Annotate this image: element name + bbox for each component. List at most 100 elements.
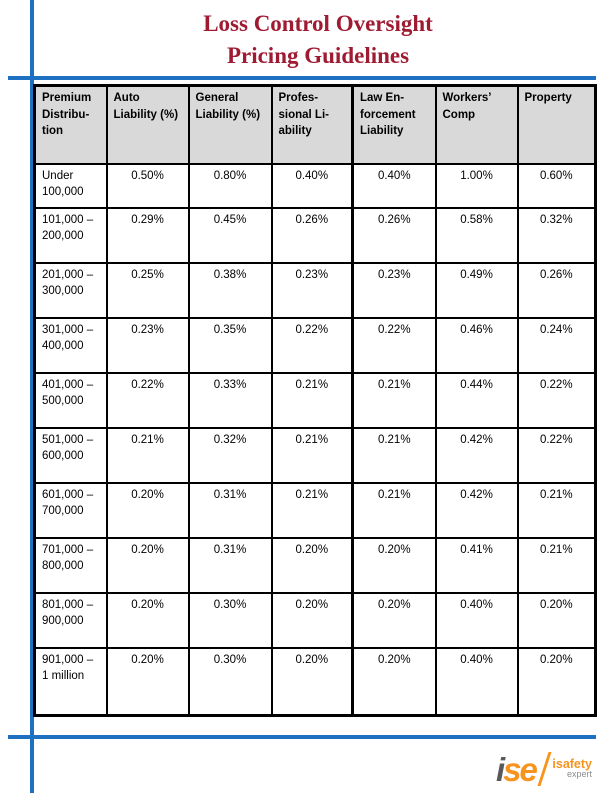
rate-cell: 0.30% [187, 591, 273, 649]
rate-cell: 0.40% [351, 162, 437, 209]
logo-name: isafety [552, 756, 592, 771]
rate-cell: 0.49% [434, 261, 519, 319]
rate-cell: 0.40% [434, 591, 519, 649]
rate-cell: 0.80% [187, 162, 273, 209]
rate-cell: 0.23% [270, 261, 354, 319]
premium-range-cell: 601,000 – 700,000 [33, 481, 108, 539]
column-header: Workers’ Comp [434, 84, 519, 165]
table-row: 901,000 – 1 million 0.20% 0.30% 0.20% 0.20% 0… [33, 646, 597, 717]
rate-cell: 0.29% [105, 206, 190, 264]
premium-range-cell: 501,000 – 600,000 [33, 426, 108, 484]
rate-cell: 0.35% [187, 316, 273, 374]
rate-cell: 0.20% [270, 536, 354, 594]
logo-mark: ise [496, 750, 538, 788]
table-row: 201,000 – 300,000 0.25% 0.38% 0.23% 0.23% 0.4… [33, 261, 597, 319]
rate-cell: 0.40% [434, 646, 519, 717]
rate-cell: 0.22% [516, 426, 597, 484]
top-divider-line [8, 76, 596, 80]
rate-cell: 0.20% [105, 591, 190, 649]
premium-range-cell: 101,000 – 200,000 [33, 206, 108, 264]
rate-cell: 0.21% [270, 371, 354, 429]
rate-cell: 0.30% [187, 646, 273, 717]
left-margin-line [30, 0, 34, 793]
rate-cell: 0.21% [351, 426, 437, 484]
rate-cell: 0.40% [270, 162, 354, 209]
rate-cell: 0.31% [187, 481, 273, 539]
premium-range-cell: 901,000 – 1 million [33, 646, 108, 717]
rate-cell: 0.26% [270, 206, 354, 264]
rate-cell: 0.21% [516, 481, 597, 539]
rate-cell: 0.20% [351, 591, 437, 649]
page-title-line1: Loss Control Oversight [203, 11, 433, 36]
premium-range-cell: 201,000 – 300,000 [33, 261, 108, 319]
rate-cell: 0.42% [434, 426, 519, 484]
rate-cell: 0.21% [351, 371, 437, 429]
column-header: Property [516, 84, 597, 165]
rate-cell: 0.20% [351, 646, 437, 717]
table-row: Under 100,000 0.50% 0.80% 0.40% 0.40% 1.00% 0.… [33, 162, 597, 209]
table-row: 801,000 – 900,000 0.20% 0.30% 0.20% 0.20% 0.4… [33, 591, 597, 649]
rate-cell: 0.22% [516, 371, 597, 429]
rate-cell: 0.26% [351, 206, 437, 264]
rate-cell: 0.20% [270, 591, 354, 649]
rate-cell: 0.26% [516, 261, 597, 319]
table-header-row: Premium Distribu- tion Auto Liability (%)… [33, 84, 597, 165]
premium-range-cell: 401,000 – 500,000 [33, 371, 108, 429]
premium-range-cell: 801,000 – 900,000 [33, 591, 108, 649]
rate-cell: 0.20% [105, 536, 190, 594]
rate-cell: 0.21% [270, 481, 354, 539]
column-header: Profes- sional Li- ability [270, 84, 354, 165]
logo-slash-icon [537, 752, 551, 786]
rate-cell: 0.20% [105, 481, 190, 539]
rate-cell: 0.50% [105, 162, 190, 209]
pricing-table: Premium Distribu- tion Auto Liability (%)… [33, 84, 597, 717]
ise-logo: ise isafety expert [496, 746, 592, 792]
rate-cell: 0.25% [105, 261, 190, 319]
rate-cell: 0.60% [516, 162, 597, 209]
rate-cell: 0.21% [516, 536, 597, 594]
column-header: Premium Distribu- tion [33, 84, 108, 165]
rate-cell: 0.23% [351, 261, 437, 319]
column-header: Auto Liability (%) [105, 84, 190, 165]
logo-tagline: expert [566, 769, 592, 780]
logo-wordmark: isafety expert [552, 756, 592, 781]
rate-cell: 0.22% [270, 316, 354, 374]
rate-cell: 0.38% [187, 261, 273, 319]
rate-cell: 0.44% [434, 371, 519, 429]
table-row: 601,000 – 700,000 0.20% 0.31% 0.21% 0.21% 0.4… [33, 481, 597, 539]
rate-cell: 0.32% [516, 206, 597, 264]
rate-cell: 0.20% [105, 646, 190, 717]
premium-range-cell: 301,000 – 400,000 [33, 316, 108, 374]
rate-cell: 0.22% [105, 371, 190, 429]
rate-cell: 0.23% [105, 316, 190, 374]
rate-cell: 0.42% [434, 481, 519, 539]
rate-cell: 0.33% [187, 371, 273, 429]
table-row: 301,000 – 400,000 0.23% 0.35% 0.22% 0.22% 0.4… [33, 316, 597, 374]
rate-cell: 0.24% [516, 316, 597, 374]
rate-cell: 0.41% [434, 536, 519, 594]
logo-letters-se: se [503, 750, 538, 788]
rate-cell: 0.20% [270, 646, 354, 717]
rate-cell: 0.21% [351, 481, 437, 539]
logo-letter-i: i [496, 750, 505, 788]
rate-cell: 0.20% [351, 536, 437, 594]
table-body: Under 100,000 0.50% 0.80% 0.40% 0.40% 1.00% 0.… [33, 162, 597, 717]
rate-cell: 1.00% [434, 162, 519, 209]
rate-cell: 0.32% [187, 426, 273, 484]
table-row: 101,000 – 200,000 0.29% 0.45% 0.26% 0.26% 0.5… [33, 206, 597, 264]
rate-cell: 0.46% [434, 316, 519, 374]
rate-cell: 0.45% [187, 206, 273, 264]
premium-range-cell: 701,000 – 800,000 [33, 536, 108, 594]
rate-cell: 0.20% [516, 646, 597, 717]
bottom-divider-line [8, 735, 596, 739]
page-title: Loss Control Oversight Pricing Guidelines [40, 8, 596, 71]
table-row: 501,000 – 600,000 0.21% 0.32% 0.21% 0.21% 0.4… [33, 426, 597, 484]
column-header: Law En- forcement Liability [351, 84, 437, 165]
rate-cell: 0.22% [351, 316, 437, 374]
premium-range-cell: Under 100,000 [33, 162, 108, 209]
rate-cell: 0.21% [270, 426, 354, 484]
table-row: 401,000 – 500,000 0.22% 0.33% 0.21% 0.21% 0.4… [33, 371, 597, 429]
column-header: General Liability (%) [187, 84, 273, 165]
page-title-line2: Pricing Guidelines [226, 42, 410, 68]
